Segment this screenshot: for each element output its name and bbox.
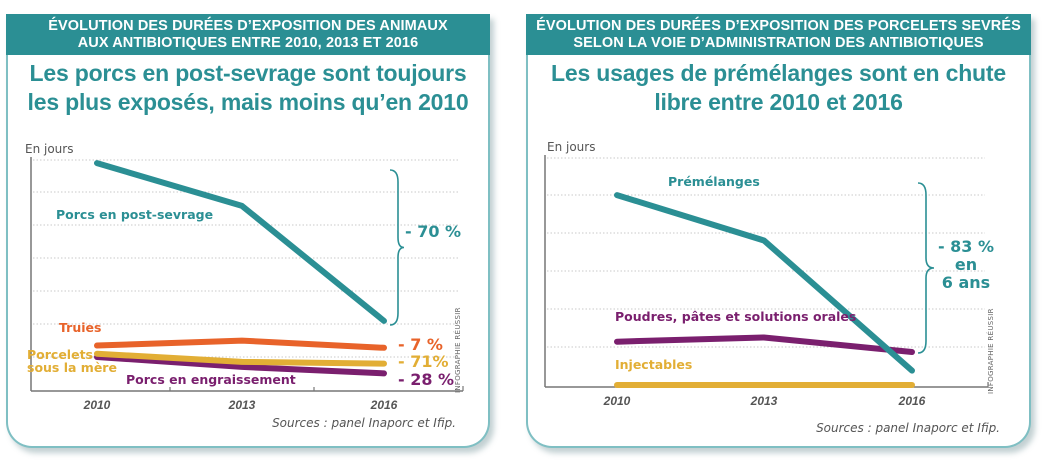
right-x-tick-label: 2010 xyxy=(603,394,631,408)
right-credit: INFOGRAPHIE RÉUSSIR xyxy=(986,308,995,394)
left-series-label: Porcs en engraissement xyxy=(126,372,296,387)
right-source: Sources : panel Inaporc et Ifip. xyxy=(816,421,1000,435)
right-series-label: Injectables xyxy=(615,357,692,372)
right-title-line-1: Les usages de prémélanges sont en chute xyxy=(551,60,1006,86)
left-series-label: sous la mère xyxy=(27,360,117,375)
left-x-tick-label: 2013 xyxy=(228,398,256,412)
left-chart-title: Les porcs en post-sevrage sont toujours … xyxy=(8,59,488,117)
left-series-label: Porcs en post-sevrage xyxy=(56,207,213,222)
right-series-label: Prémélanges xyxy=(668,174,760,189)
right-title-line-2: libre entre 2010 et 2016 xyxy=(654,89,903,115)
right-series-line-pr-m-langes xyxy=(614,192,915,374)
right-header-line-1: ÉVOLUTION DES DURÉES D’EXPOSITION DES PO… xyxy=(536,18,1021,34)
left-x-tick-label: 2016 xyxy=(370,398,398,412)
left-credit: INFOGRAPHIE RÉUSSIR xyxy=(453,307,462,393)
left-series-label: Truies xyxy=(59,320,101,335)
right-series-line-poudres-p-tes-et-solutions-orales xyxy=(614,334,915,355)
right-series-label: Poudres, pâtes et solutions orales xyxy=(615,309,856,324)
left-y-unit-label: En jours xyxy=(25,142,73,156)
left-chart-header: ÉVOLUTION DES DURÉES D’EXPOSITION DES AN… xyxy=(6,14,490,55)
left-title-line-1: Les porcs en post-sevrage sont toujours xyxy=(29,60,467,86)
chart-marks: 2010 2013 2016 Porcs en post-sevrage Truies P… xyxy=(27,155,994,412)
left-header-line-1: ÉVOLUTION DES DURÉES D’EXPOSITION DES AN… xyxy=(48,18,448,34)
right-chart-title: Les usages de prémélanges sont en chute … xyxy=(528,59,1029,117)
left-brace xyxy=(389,169,405,326)
left-header-line-2: AUX ANTIBIOTIQUES ENTRE 2010, 2013 ET 20… xyxy=(77,35,419,51)
right-x-tick-label: 2013 xyxy=(750,394,778,408)
right-chart-header: ÉVOLUTION DES DURÉES D’EXPOSITION DES PO… xyxy=(526,14,1031,55)
right-chart-panel: ÉVOLUTION DES DURÉES D’EXPOSITION DES PO… xyxy=(526,14,1031,448)
right-brace xyxy=(917,182,935,354)
left-chart-panel: ÉVOLUTION DES DURÉES D’EXPOSITION DES AN… xyxy=(6,14,490,448)
right-y-unit-label: En jours xyxy=(547,140,595,154)
left-series-line-porcs-en-engraissement xyxy=(94,354,387,377)
right-main-change-label: - 83 % xyxy=(938,237,994,256)
right-header-line-2: SELON LA VOIE D’ADMINISTRATION DES ANTIB… xyxy=(573,35,984,51)
left-series-line-truies xyxy=(94,337,387,351)
left-main-change-label: - 70 % xyxy=(405,222,461,241)
left-series-line-porcs-en-post-sevrage xyxy=(94,160,387,324)
left-title-line-2: les plus exposés, mais moins qu’en 2010 xyxy=(27,89,469,115)
left-x-tick-label: 2010 xyxy=(83,398,111,412)
left-series-line-porcelets-sous-la-m-re xyxy=(94,350,387,367)
left-change-label: - 71% xyxy=(398,352,449,371)
left-change-label: - 7 % xyxy=(398,335,443,354)
left-series-label: Porcelets xyxy=(27,347,93,362)
left-source: Sources : panel Inaporc et Ifip. xyxy=(272,416,456,430)
right-main-change-label: en xyxy=(955,255,977,274)
left-change-label: - 28 % xyxy=(398,370,454,389)
right-main-change-label: 6 ans xyxy=(942,273,990,292)
right-x-tick-label: 2016 xyxy=(898,394,926,408)
